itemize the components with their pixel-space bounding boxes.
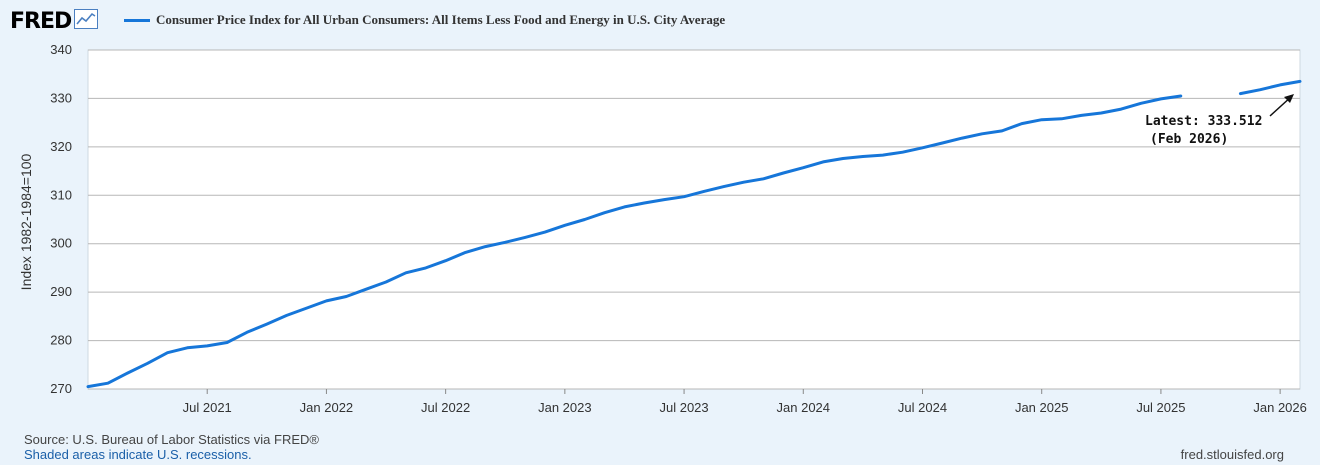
y-tick-label: 290 bbox=[50, 284, 72, 299]
source-text: Source: U.S. Bureau of Labor Statistics … bbox=[24, 432, 319, 447]
legend-label: Consumer Price Index for All Urban Consu… bbox=[156, 12, 726, 27]
y-tick-label: 270 bbox=[50, 381, 72, 396]
annotation-date: (Feb 2026) bbox=[1150, 132, 1228, 147]
y-tick-label: 300 bbox=[50, 236, 72, 251]
line-chart-icon bbox=[74, 9, 99, 29]
y-tick-label: 280 bbox=[50, 333, 72, 348]
x-axis-ticks: Jul 2021 Jan 2022 Jul 2022 Jan 2023 Jul 2023… bbox=[183, 389, 1307, 415]
fred-header: FRED bbox=[10, 6, 99, 36]
source-prefix: Source: bbox=[24, 432, 73, 447]
chart-legend: Consumer Price Index for All Urban Consu… bbox=[124, 12, 725, 28]
y-tick-label: 330 bbox=[50, 90, 72, 105]
y-tick-label: 340 bbox=[50, 42, 72, 57]
x-tick-label: Jan 2024 bbox=[777, 400, 831, 415]
x-tick-label: Jul 2025 bbox=[1136, 400, 1185, 415]
annotation-latest: Latest: 333.512 bbox=[1145, 114, 1262, 129]
x-tick-label: Jul 2022 bbox=[421, 400, 470, 415]
series-line bbox=[86, 94, 1183, 389]
series-lines bbox=[86, 79, 1302, 389]
x-tick-label: Jan 2025 bbox=[1015, 400, 1069, 415]
x-tick-label: Jul 2021 bbox=[183, 400, 232, 415]
annotation-arrowhead bbox=[1284, 94, 1294, 103]
site-link[interactable]: fred.stlouisfed.org bbox=[1180, 447, 1284, 462]
latest-annotation: Latest: 333.512 (Feb 2026) bbox=[1145, 94, 1294, 147]
source-value: U.S. Bureau of Labor Statistics via FRED… bbox=[72, 432, 319, 447]
fred-logo[interactable]: FRED bbox=[10, 8, 72, 34]
y-tick-label: 320 bbox=[50, 139, 72, 154]
recession-note: Shaded areas indicate U.S. recessions. bbox=[24, 447, 252, 462]
plot-area bbox=[87, 49, 1301, 390]
x-tick-label: Jul 2023 bbox=[659, 400, 708, 415]
x-tick-label: Jan 2022 bbox=[300, 400, 354, 415]
line-chart: 270 280 290 300 310 320 330 340 Jul 2021 Jan 202… bbox=[18, 42, 1307, 415]
legend-swatch bbox=[124, 18, 150, 22]
x-tick-label: Jan 2026 bbox=[1253, 400, 1307, 415]
y-axis-ticks: 270 280 290 300 310 320 330 340 bbox=[50, 42, 72, 396]
y-axis-label: Index 1982-1984=100 bbox=[18, 153, 34, 290]
x-tick-label: Jul 2024 bbox=[898, 400, 947, 415]
y-tick-label: 310 bbox=[50, 187, 72, 202]
x-tick-label: Jan 2023 bbox=[538, 400, 592, 415]
series-line bbox=[1238, 79, 1302, 96]
